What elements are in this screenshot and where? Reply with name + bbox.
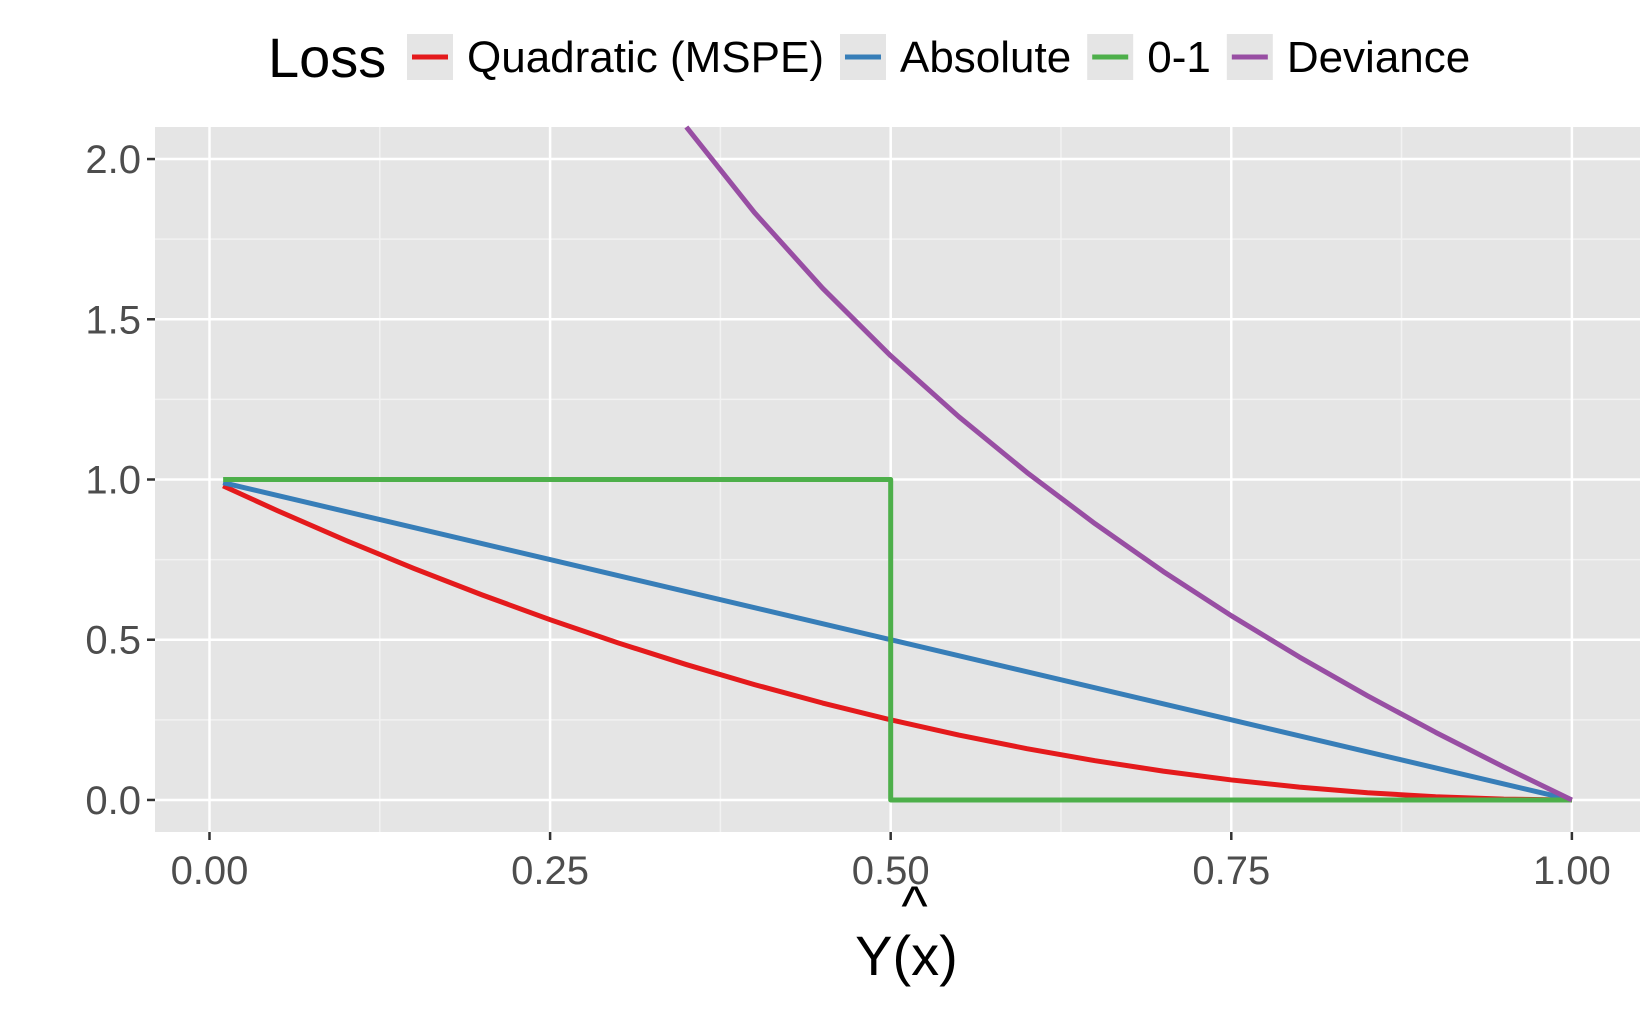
y-tick-label: 1.5 — [85, 298, 141, 342]
x-axis-title-hat: ^ — [901, 874, 927, 937]
x-axis: 0.00 0.25 0.50 0.75 1.00 — [171, 832, 1611, 893]
series-line-deviance — [684, 125, 1573, 803]
series-layer — [222, 125, 1573, 803]
y-tick-label: 1.0 — [85, 459, 141, 503]
y-tick-label: 2.0 — [85, 138, 141, 182]
x-tick-label: 0.00 — [171, 849, 249, 893]
legend-title: Loss — [268, 26, 386, 89]
legend-label: 0-1 — [1147, 33, 1211, 82]
y-axis: 0.0 0.5 1.0 1.5 2.0 — [85, 138, 155, 823]
series-line-0-1 — [223, 477, 1572, 803]
legend: Loss Quadratic (MSPE) Absolute 0-1 Deviance — [268, 26, 1470, 89]
x-axis-title-symbol: Y — [855, 924, 892, 987]
x-tick-label: 0.50 — [852, 849, 930, 893]
x-axis-title-argument: (x) — [893, 924, 958, 987]
legend-label: Quadratic (MSPE) — [467, 33, 824, 82]
x-tick-label: 0.75 — [1192, 849, 1270, 893]
legend-label: Absolute — [900, 33, 1071, 82]
y-tick-label: 0.0 — [85, 779, 141, 823]
legend-label: Deviance — [1287, 33, 1470, 82]
x-axis-title: Y^(x) — [855, 874, 958, 987]
x-tick-label: 0.25 — [511, 849, 589, 893]
y-tick-label: 0.5 — [85, 619, 141, 663]
x-tick-label: 1.00 — [1533, 849, 1611, 893]
